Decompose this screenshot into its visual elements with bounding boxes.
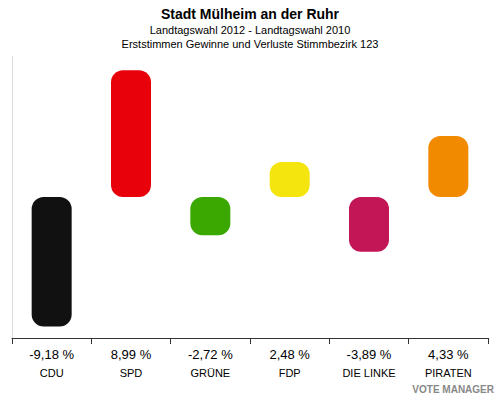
svg-text:GRÜNE: GRÜNE xyxy=(190,367,230,379)
svg-text:2,48 %: 2,48 % xyxy=(269,347,310,362)
svg-text:VOTE MANAGER: VOTE MANAGER xyxy=(412,384,494,395)
svg-text:DIE LINKE: DIE LINKE xyxy=(342,367,395,379)
svg-text:-9,18 %: -9,18 % xyxy=(29,347,74,362)
svg-text:SPD: SPD xyxy=(120,367,143,379)
svg-text:-3,89 %: -3,89 % xyxy=(347,347,392,362)
svg-text:8,99 %: 8,99 % xyxy=(111,347,152,362)
svg-text:PIRATEN: PIRATEN xyxy=(425,367,472,379)
svg-text:Landtagswahl 2012 - Landtagswa: Landtagswahl 2012 - Landtagswahl 2010 xyxy=(150,24,351,36)
svg-text:-2,72 %: -2,72 % xyxy=(188,347,233,362)
svg-text:CDU: CDU xyxy=(40,367,64,379)
svg-text:4,33 %: 4,33 % xyxy=(428,347,469,362)
svg-text:Erststimmen Gewinne und Verlus: Erststimmen Gewinne und Verluste Stimmbe… xyxy=(122,38,379,50)
svg-text:Stadt Mülheim an der Ruhr: Stadt Mülheim an der Ruhr xyxy=(161,6,340,22)
svg-text:FDP: FDP xyxy=(279,367,301,379)
